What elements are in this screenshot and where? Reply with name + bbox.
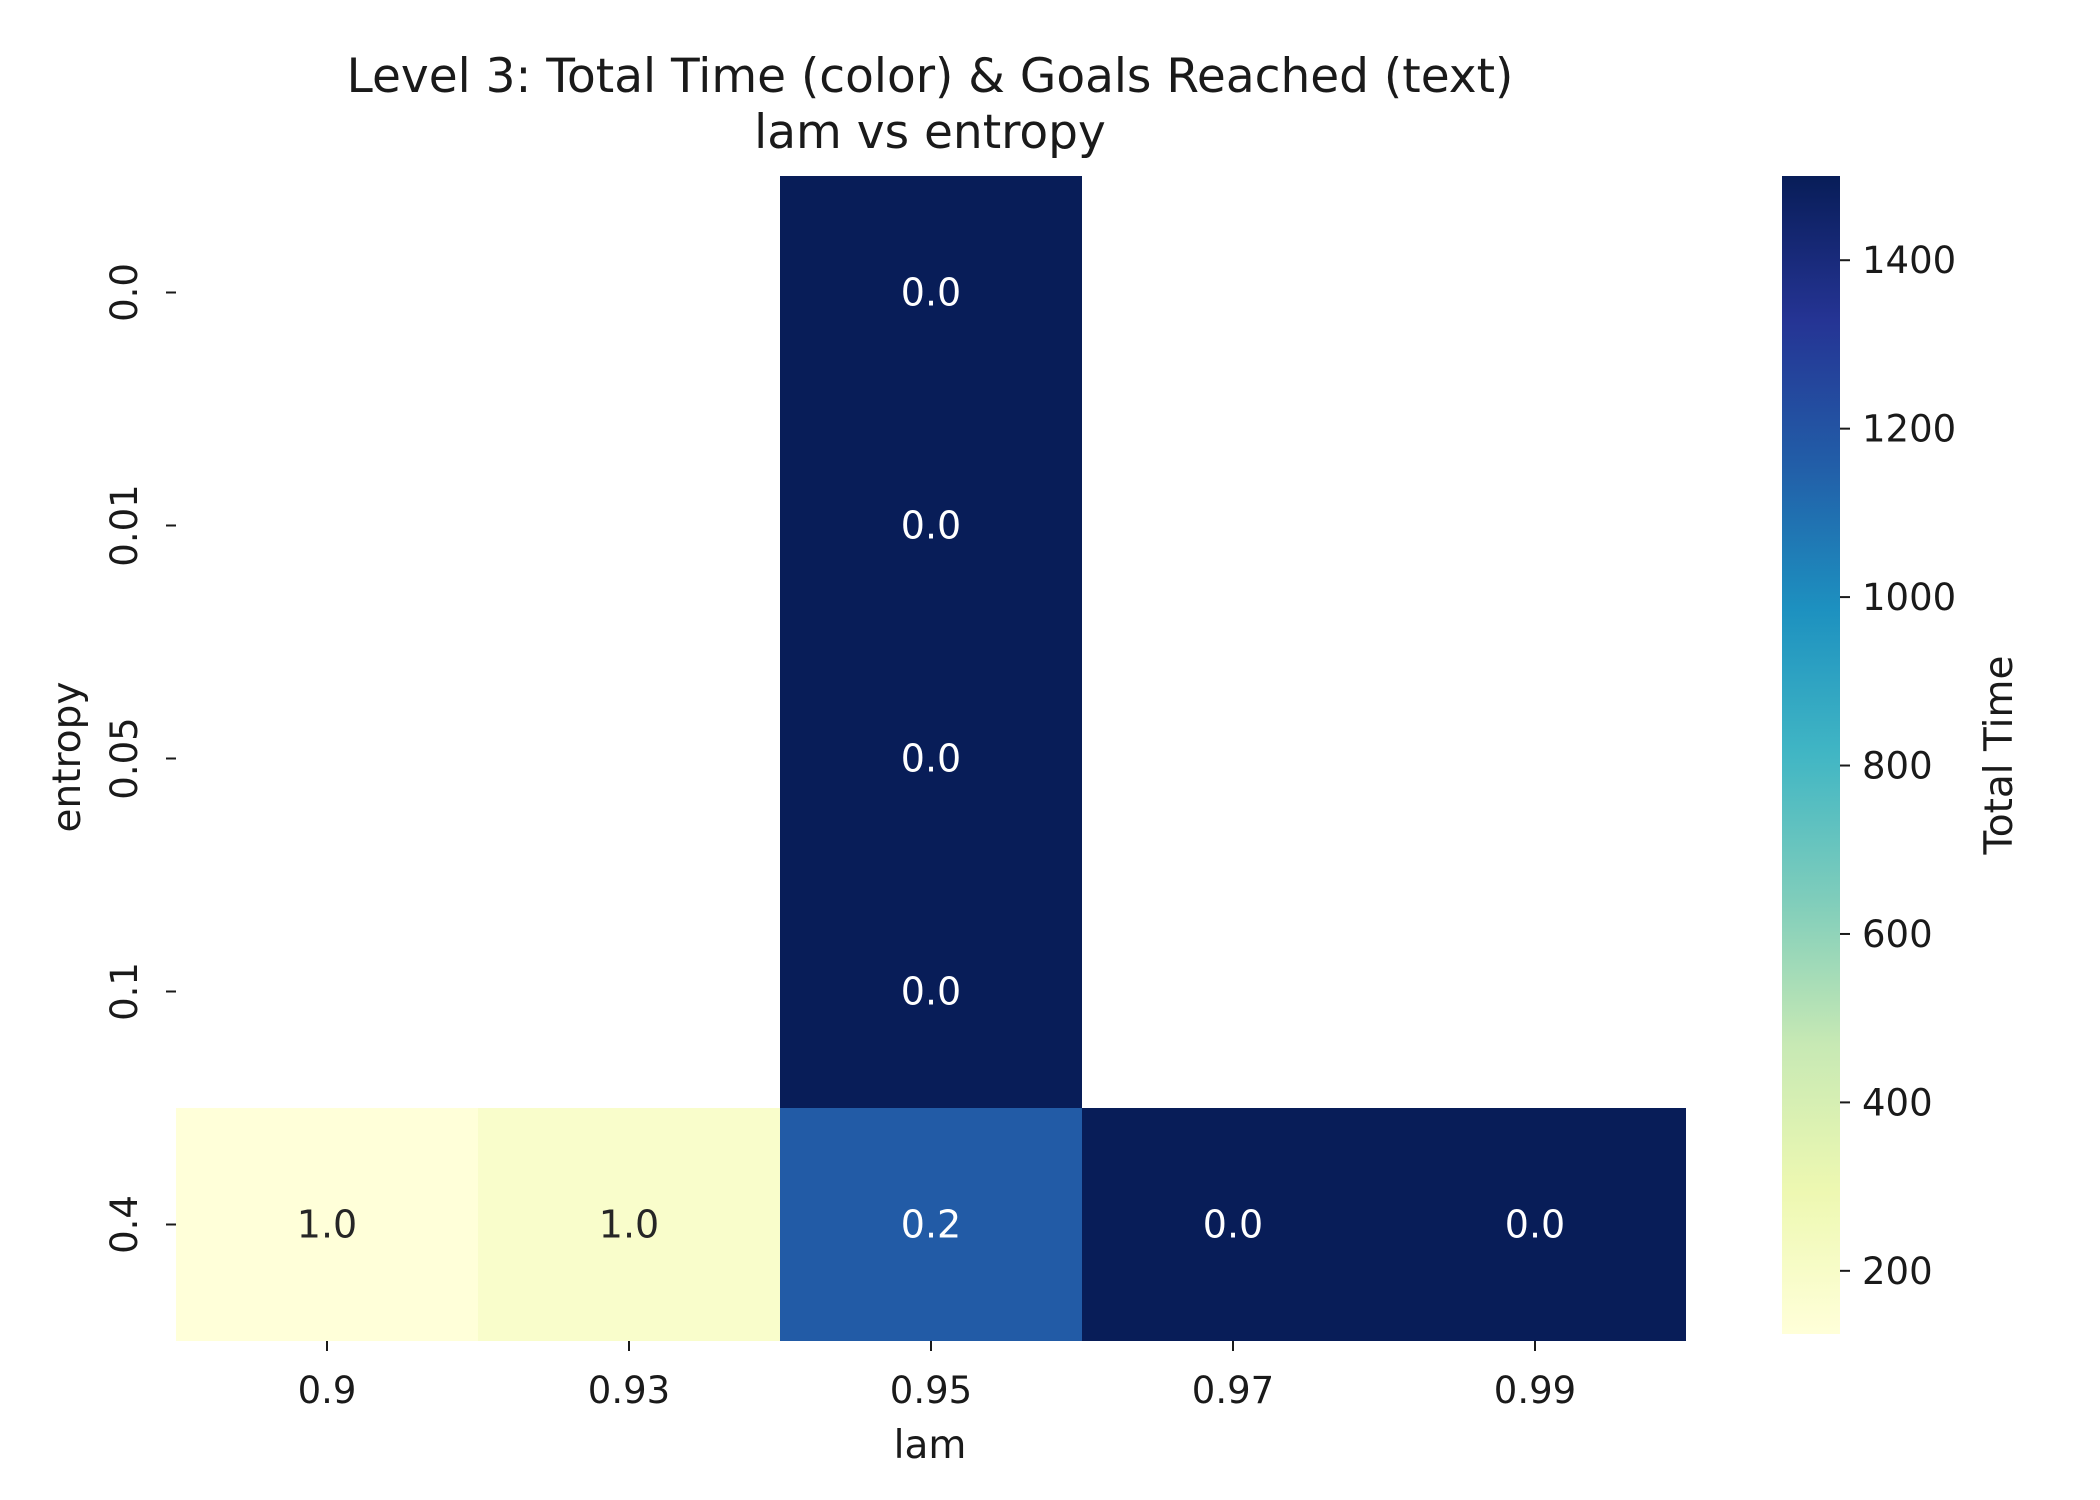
- cell-label: 0.0: [1203, 1203, 1263, 1247]
- chart-subtitle: lam vs entropy: [754, 105, 1106, 160]
- colorbar-tick-label: 600: [1862, 913, 1933, 956]
- colorbar-tick-label: 200: [1862, 1250, 1933, 1293]
- x-tick-label: 0.97: [1192, 1369, 1274, 1412]
- colorbar: [1782, 176, 1840, 1334]
- y-tick-label: 0.1: [103, 962, 146, 1021]
- cell-label: 0.0: [901, 737, 961, 781]
- cell-label: 0.0: [901, 970, 961, 1014]
- heatmap-cell: [780, 176, 1082, 409]
- x-tick-label: 0.93: [588, 1369, 670, 1412]
- y-tick-label: 0.4: [103, 1195, 146, 1254]
- y-axis-label: entropy: [45, 682, 90, 833]
- cell-label: 1.0: [297, 1203, 357, 1247]
- y-tick-label: 0.05: [103, 717, 146, 799]
- heatmap-cell: [780, 1108, 1082, 1341]
- colorbar-tick-label: 1400: [1862, 239, 1956, 282]
- cell-label: 0.0: [901, 271, 961, 315]
- cell-label: 0.0: [901, 504, 961, 548]
- cell-label: 1.0: [599, 1203, 659, 1247]
- chart-title: Level 3: Total Time (color) & Goals Reac…: [347, 49, 1514, 104]
- heatmap-cell: [478, 1108, 780, 1341]
- colorbar-tick-label: 800: [1862, 745, 1933, 788]
- colorbar-label: Total Time: [1977, 656, 2022, 856]
- colorbar-axis: 200 400 600 800 1000 1200 1400: [1840, 239, 1956, 1293]
- colorbar-tick-label: 400: [1862, 1081, 1933, 1124]
- y-tick-label: 0.01: [103, 484, 146, 566]
- heatmap-cell: [1384, 1108, 1686, 1341]
- cell-label: 0.0: [1505, 1203, 1565, 1247]
- y-tick-label: 0.0: [103, 263, 146, 322]
- heatmap-cell: [780, 642, 1082, 875]
- colorbar-tick-label: 1200: [1862, 408, 1956, 451]
- heatmap-cells: 0.0 0.0 0.0 0.0 1.0 1.0 0.2 0.0 0.0: [176, 176, 1686, 1341]
- cell-label: 0.2: [901, 1203, 961, 1247]
- x-tick-label: 0.99: [1494, 1369, 1576, 1412]
- heatmap-cell: [780, 409, 1082, 642]
- colorbar-tick-label: 1000: [1862, 576, 1956, 619]
- heatmap-cell: [1082, 1108, 1384, 1341]
- x-axis: 0.9 0.93 0.95 0.97 0.99: [298, 1341, 1576, 1412]
- y-axis: 0.0 0.01 0.05 0.1 0.4: [103, 263, 176, 1254]
- heatmap-cell: [176, 1108, 478, 1341]
- heatmap-cell: [780, 875, 1082, 1108]
- x-axis-label: lam: [894, 1423, 967, 1468]
- x-tick-label: 0.9: [298, 1369, 357, 1412]
- x-tick-label: 0.95: [890, 1369, 972, 1412]
